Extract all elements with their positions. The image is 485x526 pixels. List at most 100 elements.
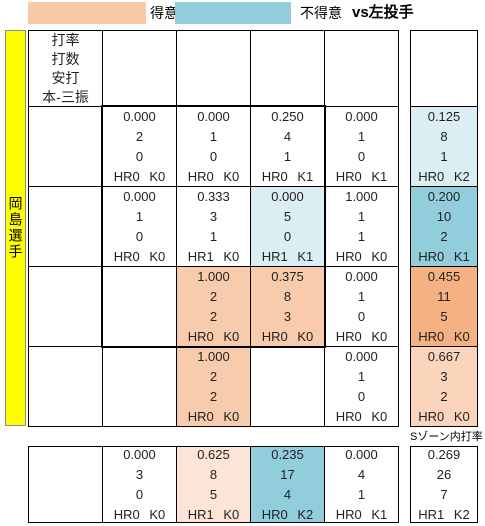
zone-cell: 0.375 8 3 HR0 K0 [250,266,325,347]
zone-cell [102,346,177,427]
zone-cell [102,266,177,347]
header-cell: 打率打数安打本-三振 [28,30,103,107]
zone-cell: 0.250 4 1 HR0 K1 [250,106,325,187]
cell-line: 8 [209,466,218,482]
player-name: 岡島選手 [7,196,24,260]
zone-cell: 0.000 1 0 HR0 K0 [324,266,399,347]
empty-cell [28,186,103,267]
cell-line: HR0 K0 [261,328,314,344]
cell-line: HR0 K1 [261,168,314,184]
cell-line: 1 [357,368,366,384]
cell-line: 0.000 [123,446,156,462]
cell-line: 3 [283,308,292,324]
cell-line: 5 [440,308,448,324]
cell-line: 1 [357,128,366,144]
cell-line: 0 [209,148,218,164]
legend-good-swatch [28,2,146,24]
cell-line: 0.455 [427,268,461,284]
cell-line: 8 [283,288,292,304]
total-cell: 0.455 11 5 HR0 K0 [410,266,478,347]
cell-line: 8 [440,128,448,144]
cell-line: 2 [209,368,218,384]
bottom-cell: 0.000 3 0 HR0 K0 [102,446,177,523]
cell-line: 1 [357,288,366,304]
cell-line: HR0 K0 [335,408,388,424]
cell-line: 0.000 [345,108,378,124]
cell-line: HR1 K0 [187,506,240,522]
cell-line: 1 [209,228,218,244]
cell-line: HR0 K2 [418,168,470,184]
legend-good: 得意 [150,5,178,21]
cell-line: 10 [436,208,452,224]
empty-cell [28,106,103,187]
cell-line: 0.250 [271,108,304,124]
bottom-cell: 0.235 17 4 HR0 K2 [250,446,325,523]
cell-line: 0 [357,308,366,324]
zone-cell: 0.000 2 0 HR0 K0 [102,106,177,187]
cell-line: 0 [283,228,292,244]
cell-line: 5 [209,486,218,502]
cell-line: 3 [209,208,218,224]
empty-cell [102,30,177,107]
cell-line: HR0 K0 [113,248,166,264]
cell-line: 4 [357,466,366,482]
zone-cell: 1.000 1 1 HR0 K0 [324,186,399,267]
cell-line: HR0 K2 [261,506,314,522]
cell-line: 1 [357,208,366,224]
cell-line: 0 [135,148,144,164]
zone-cell: 1.000 2 2 HR0 K0 [176,266,251,347]
total-cell: 0.269 26 7 HR1 K2 [410,446,478,523]
cell-line: 0.235 [271,446,304,462]
cell-line: 1.000 [197,268,230,284]
header-line: 打数 [51,50,80,67]
cell-line: HR1 K0 [187,248,240,264]
cell-line: 2 [209,388,218,404]
cell-line: 2 [209,308,218,324]
cell-line: HR0 K1 [418,248,470,264]
total-cell: 0.125 8 1 HR0 K2 [410,106,478,187]
cell-line: 0 [135,228,144,244]
cell-line: 1 [357,486,366,502]
cell-line: 0.625 [197,446,230,462]
zone-label: Sゾーン内打率 [410,431,483,443]
cell-line: HR0 K0 [335,248,388,264]
cell-line: 4 [283,128,292,144]
cell-line: 2 [440,228,448,244]
cell-line: 1.000 [197,348,230,364]
cell-line: 26 [436,466,452,482]
cell-line: HR0 K1 [335,168,388,184]
total-cell: 0.200 10 2 HR0 K1 [410,186,478,267]
cell-line: 0.000 [345,348,378,364]
cell-line: HR0 K0 [113,168,166,184]
bottom-cell: 0.000 4 1 HR0 K1 [324,446,399,523]
header-line: 安打 [51,69,80,86]
cell-line: 2 [440,388,448,404]
zone-cell: 1.000 2 2 HR0 K0 [176,346,251,427]
cell-line: 0.667 [427,348,461,364]
cell-line: HR0 K0 [335,328,388,344]
empty-cell [176,30,251,107]
cell-line: 0.000 [345,446,378,462]
cell-line: HR0 K0 [418,328,470,344]
cell-line: 0 [357,388,366,404]
header-line: 打率 [51,31,80,48]
cell-line: 1 [357,228,366,244]
cell-line: 0.125 [427,108,461,124]
legend-title: vs左投手 [352,4,414,21]
cell-line: 1 [135,208,144,224]
cell-line: 0.375 [271,268,304,284]
cell-line: 1 [440,148,448,164]
cell-line: 2 [209,288,218,304]
cell-line: HR1 K1 [261,248,314,264]
zone-cell: 0.000 1 0 HR0 K0 [176,106,251,187]
cell-line: HR0 K0 [187,328,240,344]
cell-line: 0.000 [123,188,156,204]
cell-line: 0.000 [345,268,378,284]
empty-cell [324,30,399,107]
zone-cell: 0.000 1 0 HR0 K0 [324,346,399,427]
zone-cell: 0.000 5 0 HR1 K1 [250,186,325,267]
cell-line: 17 [280,466,295,482]
cell-line: 0.269 [427,446,461,462]
header-line: 本-三振 [42,88,89,105]
empty-cell [28,346,103,427]
